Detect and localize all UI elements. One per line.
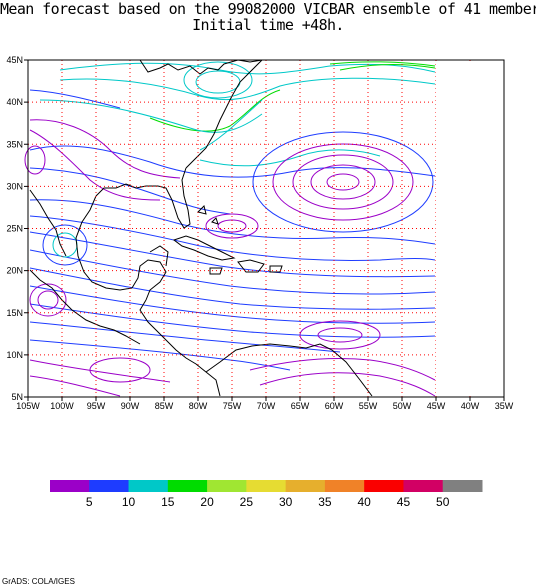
map-panel [24, 59, 505, 398]
lon-tick-label: 65W [291, 401, 310, 411]
lat-tick-label: 5N [11, 392, 23, 402]
lat-tick-label: 15N [6, 308, 23, 318]
lon-tick-label: 55W [359, 401, 378, 411]
lon-tick-label: 40W [461, 401, 480, 411]
colorbar-label: 50 [436, 495, 450, 509]
latitude-tick-labels: 5N 10N 15N 20N 25N 30N 35N 40N 45N [6, 55, 28, 402]
title-line-1: Mean forecast based on the 99082000 VICB… [0, 0, 536, 18]
colorbar-swatch [442, 480, 483, 492]
colorbar-swatch [207, 480, 247, 492]
colorbar-swatch [89, 480, 130, 492]
lat-tick-label: 30N [6, 181, 23, 191]
lat-tick-label: 40N [6, 97, 23, 107]
footer-credit: GrADS: COLA/IGES [2, 577, 75, 586]
colorbar-label: 10 [122, 495, 136, 509]
lon-tick-label: 95W [87, 401, 106, 411]
colorbar-swatch [246, 480, 287, 492]
lon-tick-label: 70W [257, 401, 276, 411]
lon-tick-label: 80W [189, 401, 208, 411]
colorbar-swatch [167, 480, 208, 492]
colorbar-label: 25 [240, 495, 254, 509]
lon-tick-label: 45W [427, 401, 446, 411]
lat-tick-label: 35N [6, 139, 23, 149]
lon-tick-label: 60W [325, 401, 344, 411]
colorbar-label: 40 [358, 495, 372, 509]
colorbar-swatch [50, 480, 90, 492]
colorbar-label: 30 [279, 495, 293, 509]
lon-tick-label: 50W [393, 401, 412, 411]
colorbar-label: 5 [86, 495, 93, 509]
colorbar-swatch [364, 480, 404, 492]
lon-tick-label: 105W [16, 401, 40, 411]
lon-tick-label: 75W [223, 401, 242, 411]
lat-tick-label: 20N [6, 266, 23, 276]
colorbar-label: 15 [161, 495, 175, 509]
colorbar-labels: 5 10 15 20 25 30 35 40 45 50 [86, 495, 450, 509]
colorbar-swatch [285, 480, 326, 492]
colorbar [50, 480, 483, 492]
streamlines [24, 61, 436, 397]
colorbar-label: 45 [397, 495, 411, 509]
longitude-tick-labels: 105W 100W 95W 90W 85W 80W 75W 70W 65W 60W 55W 50W 45… [16, 397, 514, 411]
colorbar-label: 35 [318, 495, 332, 509]
colorbar-label: 20 [200, 495, 214, 509]
lat-tick-label: 25N [6, 224, 23, 234]
colorbar-swatch [403, 480, 444, 492]
lon-tick-label: 90W [121, 401, 140, 411]
no-data-strip [436, 61, 503, 396]
lon-tick-label: 100W [50, 401, 74, 411]
lat-tick-label: 45N [6, 55, 23, 65]
colorbar-swatch [324, 480, 365, 492]
lon-tick-label: 85W [155, 401, 174, 411]
title-line-2: Initial time +48h. [192, 16, 344, 34]
colorbar-swatch [128, 480, 169, 492]
lon-tick-label: 35W [495, 401, 514, 411]
lat-tick-label: 10N [6, 350, 23, 360]
